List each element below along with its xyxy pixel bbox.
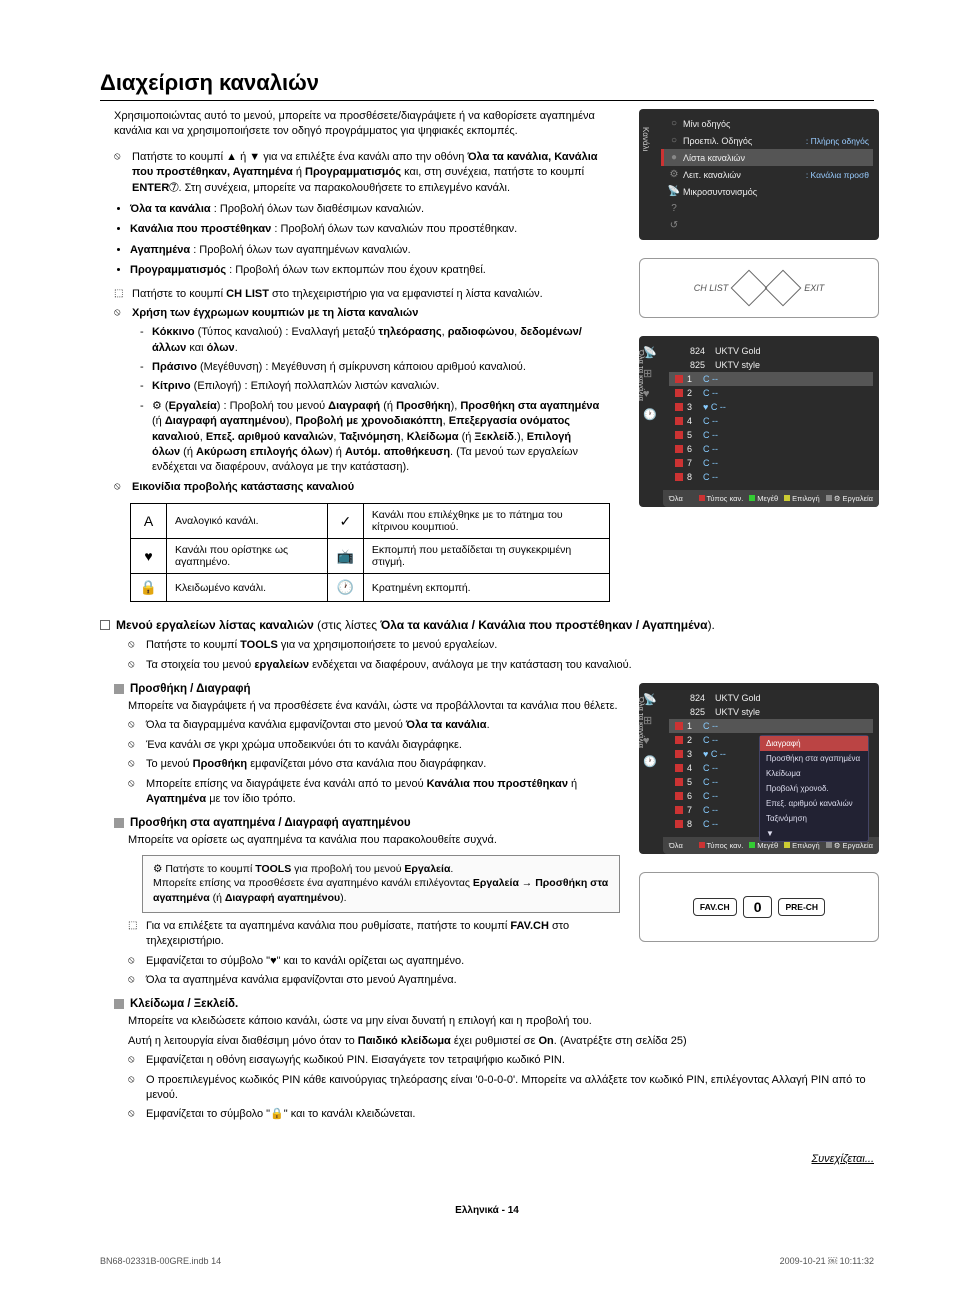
page-number: Ελληνικά - 14 [100, 1205, 874, 1216]
doc-footer: BN68-02331B-00GRE.indb 14 2009-10-21 ￼ 1… [100, 1256, 874, 1266]
channel-row: 4C -- [669, 414, 873, 428]
channel-menu-panel: Κανάλι ○Μίνι οδηγός○Προεπιλ. Οδηγός: Πλή… [639, 109, 879, 240]
add-delete-heading: Προσθήκη / Διαγραφή [114, 683, 620, 695]
remote-icon: ⬚ [114, 287, 132, 301]
continued-label: Συνεχίζεται... [100, 1153, 874, 1165]
intro-text: Χρησιμοποιώντας αυτό το μενού, μπορείτε … [114, 109, 600, 140]
status-icons-table: AΑναλογικό κανάλι.✓Κανάλι που επιλέχθηκε… [130, 503, 610, 602]
channel-row: 1C -- [669, 719, 873, 733]
tools-menu-section-heading: Μενού εργαλείων λίστας καναλιών (στις λί… [100, 618, 874, 632]
menu-row: 📡Μικροσυντονισμός [661, 183, 873, 200]
view-mode-item: Προγραμματισμός : Προβολή όλων των εκπομ… [130, 263, 600, 278]
channel-row: 8C -- [669, 470, 873, 484]
channel-row: 7C -- [669, 456, 873, 470]
tools-menu-item: Κλείδωμα [760, 766, 868, 781]
tools-menu-item: Ταξινόμηση [760, 811, 868, 826]
lock-heading: Κλείδωμα / Ξεκλείδ. [114, 998, 874, 1010]
view-mode-item: Κανάλια που προστέθηκαν : Προβολή όλων τ… [130, 222, 600, 237]
tools-menu-item: Προσθήκη στα αγαπημένα [760, 751, 868, 766]
note-icon: ⦸ [114, 150, 132, 164]
tools-note-2: ⦸ Τα στοιχεία του μενού εργαλείων ενδέχε… [128, 658, 874, 673]
channel-row: 5C -- [669, 428, 873, 442]
remote-illustration-1: CH LIST EXIT [639, 258, 879, 318]
tools-box-note: ⚙ Πατήστε το κουμπί TOOLS για προβολή το… [142, 855, 620, 913]
favorites-body: Μπορείτε να ορίσετε ως αγαπημένα τα κανά… [128, 833, 620, 848]
view-mode-item: Όλα τα κανάλια : Προβολή όλων των διαθέσ… [130, 202, 600, 217]
add-delete-body: Μπορείτε να διαγράψετε ή να προσθέσετε έ… [128, 699, 620, 714]
note-icon: ⦸ [114, 306, 132, 320]
tools-menu-item: Προβολή χρονοδ. [760, 781, 868, 796]
color-buttons-heading: ⦸ Χρήση των έγχρωμων κουμπιών με τη λίστ… [114, 306, 600, 321]
menu-row: ○Προεπιλ. Οδηγός: Πλήρης οδηγός [661, 132, 873, 149]
menu-row: ↺ [661, 217, 873, 234]
favorites-heading: Προσθήκη στα αγαπημένα / Διαγραφή αγαπημ… [114, 817, 620, 829]
page-title: Διαχείριση καναλιών [100, 70, 874, 101]
tools-context-menu: Διαγραφή Προσθήκη στα αγαπημέναΚλείδωμαΠ… [759, 735, 869, 842]
tools-menu-item: Επεξ. αριθμού καναλιών [760, 796, 868, 811]
menu-row: ? [661, 200, 873, 217]
menu-row: ○Μίνι οδηγός [661, 115, 873, 132]
tools-note-1: ⦸ Πατήστε το κουμπί TOOLS για να χρησιμο… [128, 638, 874, 653]
view-modes-list: Όλα τα κανάλια : Προβολή όλων των διαθέσ… [130, 202, 600, 279]
menu-row: ●Λίστa καναλιών [661, 149, 873, 166]
lock-body-2: Αυτή η λειτουργία είναι διαθέσιμη μόνο ό… [128, 1034, 874, 1049]
channel-list-panel-1: Όλα τα κανάλια 📡⊞♥🕐 824UKTV Gold825UKTV … [639, 336, 879, 507]
channel-row: 3♥ C -- [669, 400, 873, 414]
note-icon: ⦸ [114, 480, 132, 494]
channel-row: 6C -- [669, 442, 873, 456]
chlist-button-note: ⬚ Πατήστε το κουμπί CH LIST στο τηλεχειρ… [114, 287, 600, 302]
view-mode-item: Αγαπημένα : Προβολή όλων των αγαπημένων … [130, 243, 600, 258]
note-nav-instruction: ⦸ Πατήστε το κουμπί ▲ ή ▼ για να επιλέξτ… [114, 150, 600, 196]
menu-row: ⚙Λειτ. καναλιών: Κανάλια προσθ [661, 166, 873, 183]
channel-row: 2C -- [669, 386, 873, 400]
remote-illustration-2: FAV.CH 0 PRE-CH [639, 872, 879, 942]
tools-menu-item: ▼ [760, 826, 868, 841]
lock-body: Μπορείτε να κλειδώσετε κάποιο κανάλι, ώσ… [128, 1014, 874, 1029]
color-buttons-list: Κόκκινο (Τύπος καναλιού) : Εναλλαγή μετα… [140, 325, 600, 476]
channel-row: 1C -- [669, 372, 873, 386]
channel-list-panel-2: Όλα τα κανάλια 📡⊞♥🕐 824UKTV Gold825UKTV … [639, 683, 879, 854]
status-icons-heading: ⦸ Εικονίδια προβολής κατάστασης καναλιού [114, 480, 600, 495]
